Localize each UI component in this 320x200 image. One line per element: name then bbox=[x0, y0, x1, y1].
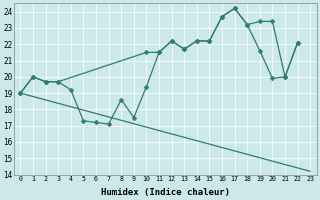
X-axis label: Humidex (Indice chaleur): Humidex (Indice chaleur) bbox=[101, 188, 230, 197]
